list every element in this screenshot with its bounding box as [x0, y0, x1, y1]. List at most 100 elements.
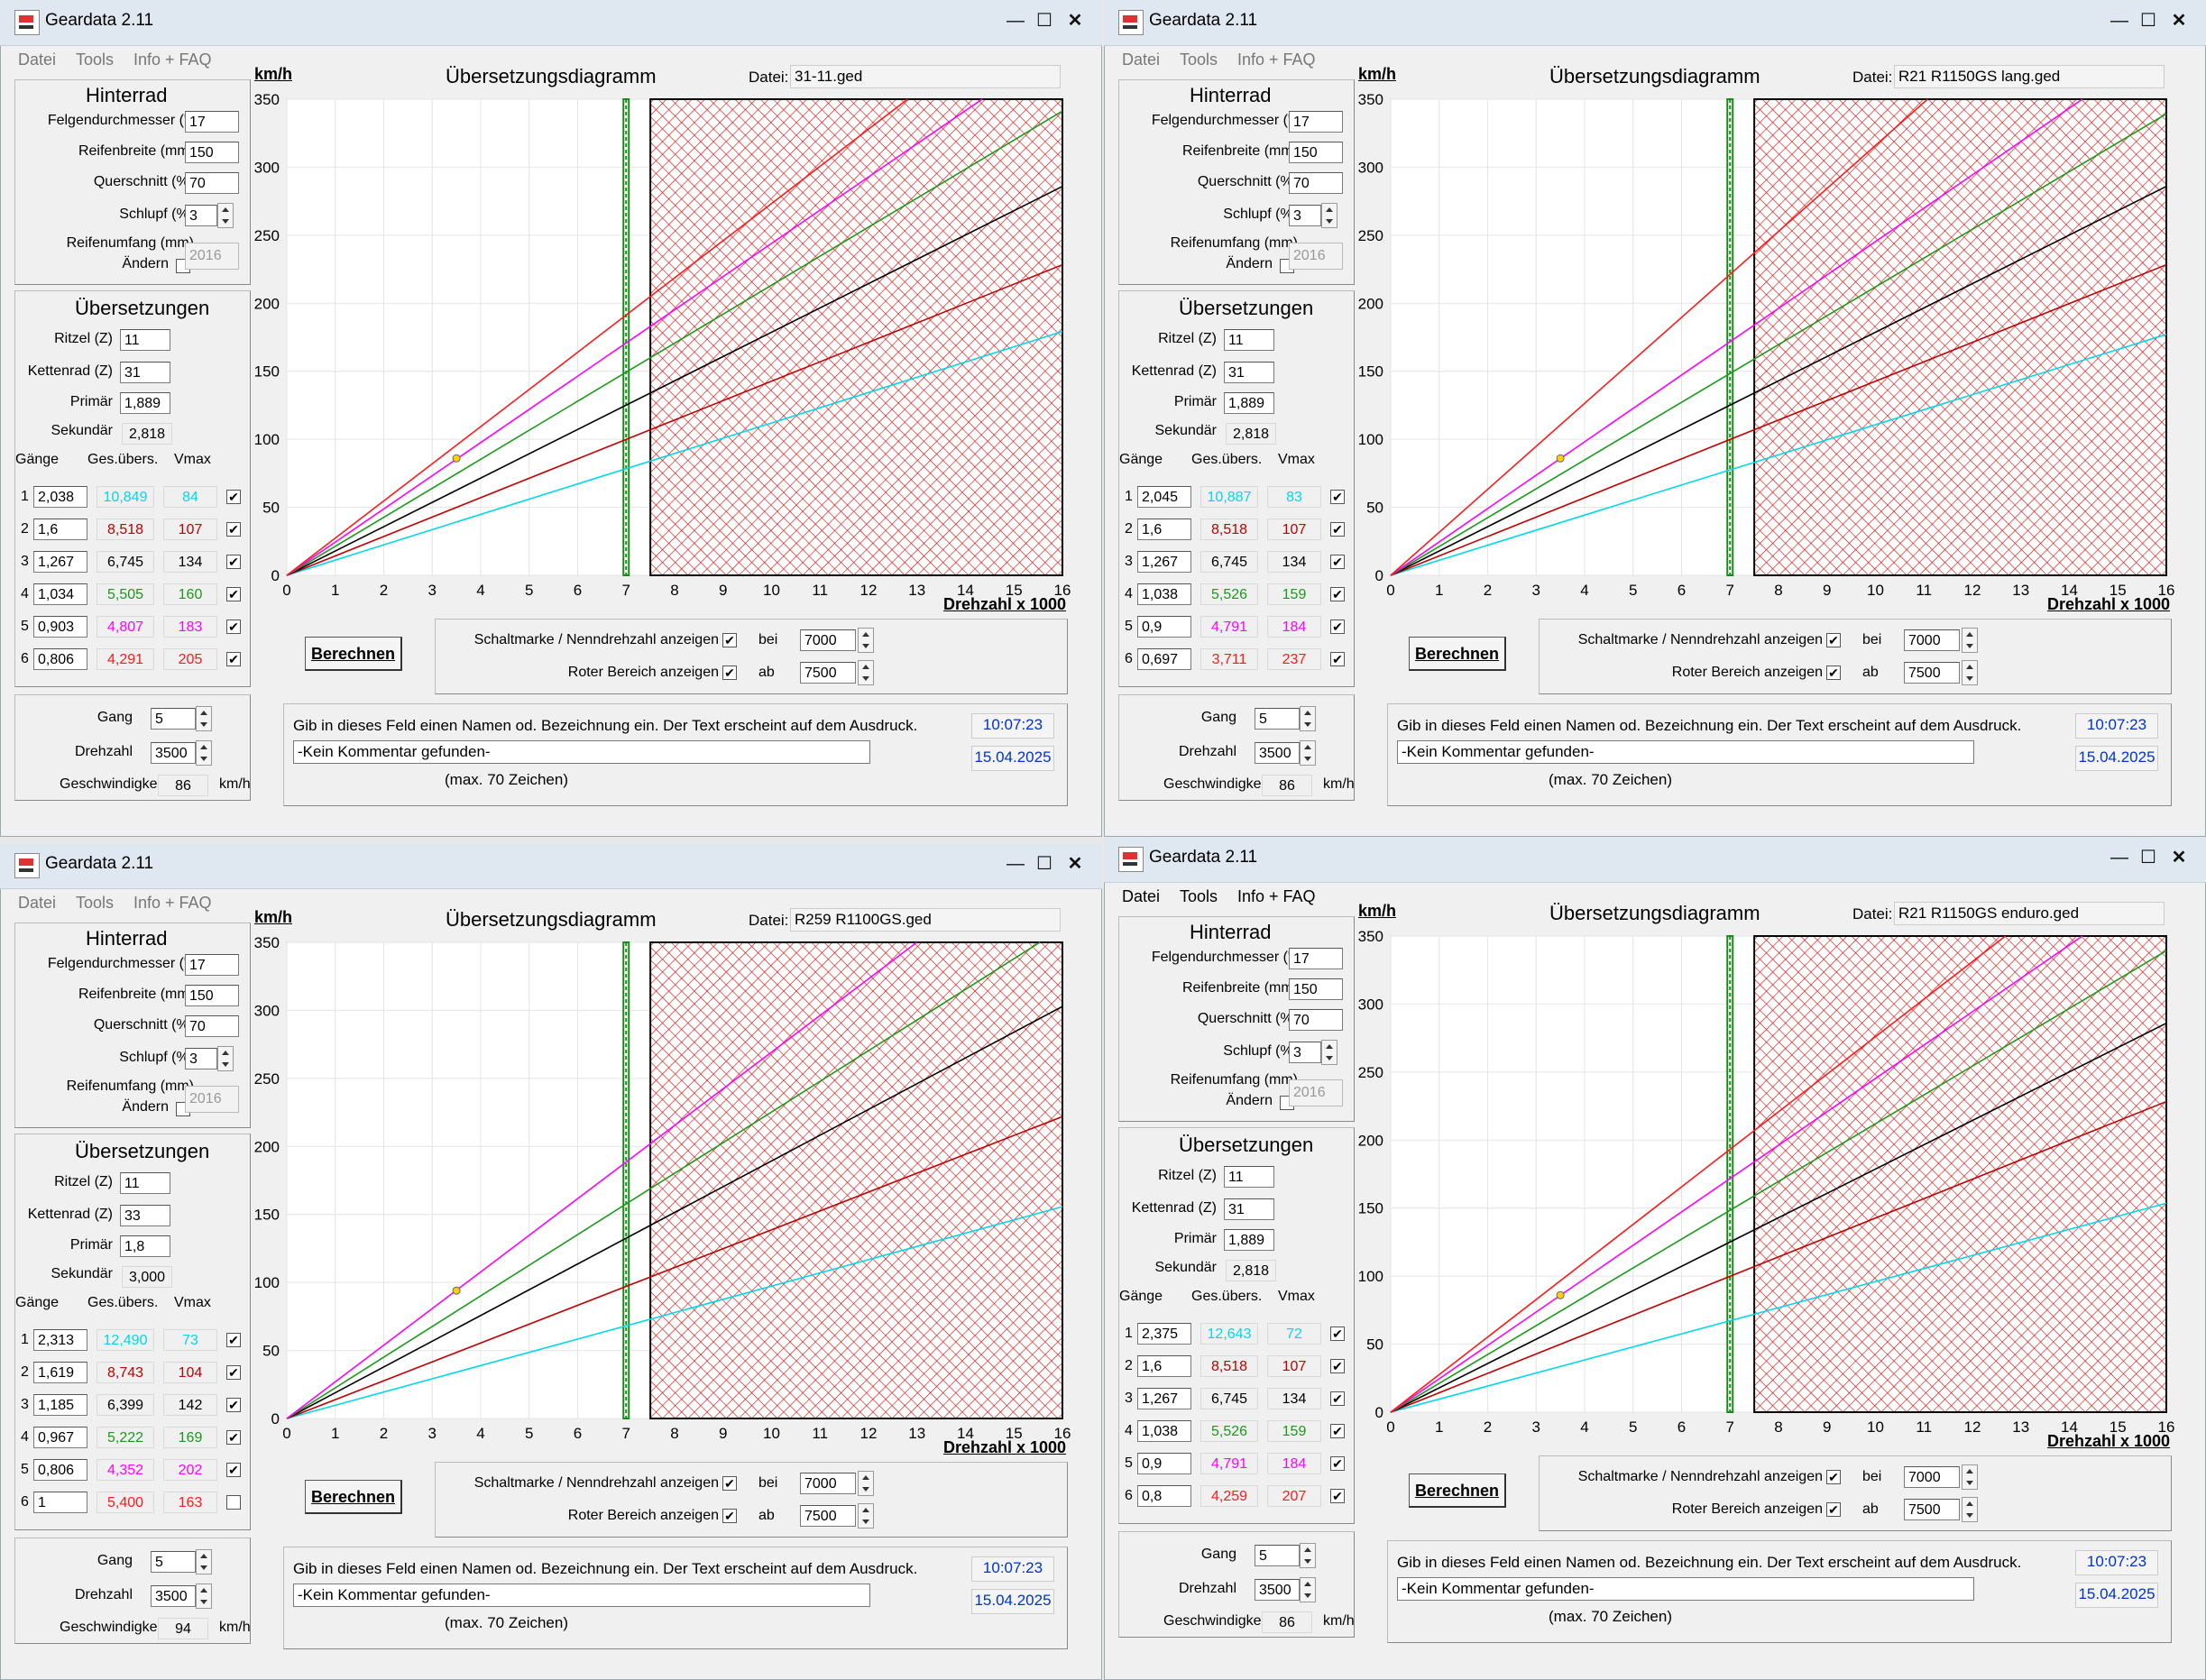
berechnen-button[interactable]: Berechnen: [1409, 1473, 1506, 1508]
umfang-input[interactable]: 2016: [1289, 1079, 1343, 1106]
bei-input[interactable]: 7000: [800, 1473, 856, 1494]
umfang-input[interactable]: 2016: [185, 243, 239, 270]
ab-spinner[interactable]: [858, 1503, 874, 1529]
roter-bereich-checkbox[interactable]: [722, 1509, 737, 1523]
gear-ratio-input[interactable]: 2,038: [33, 486, 87, 508]
minimize-icon[interactable]: —: [1006, 854, 1025, 874]
kettenrad-input[interactable]: 31: [1224, 1198, 1274, 1220]
gear-ratio-input[interactable]: 2,375: [1137, 1323, 1191, 1345]
gear-ratio-input[interactable]: 1,038: [1137, 583, 1191, 605]
title-bar[interactable]: Geardata 2.11 — ☐ ✕: [1104, 837, 2206, 883]
gear-ratio-input[interactable]: 1,267: [33, 551, 87, 573]
gear-ratio-input[interactable]: 0,9: [1137, 1453, 1191, 1474]
querschnitt-input[interactable]: 70: [1289, 172, 1343, 194]
drehzahl-input[interactable]: 3500: [1255, 1579, 1300, 1601]
primaer-input[interactable]: 1,889: [120, 392, 170, 414]
gear-ratio-input[interactable]: 0,967: [33, 1427, 87, 1448]
ab-spinner[interactable]: [1962, 1497, 1978, 1522]
bei-input[interactable]: 7000: [1904, 629, 1960, 651]
gear-visible-checkbox[interactable]: [1330, 620, 1345, 634]
title-bar[interactable]: Geardata 2.11 — ☐ ✕: [0, 843, 1102, 889]
maximize-icon[interactable]: ☐: [1036, 11, 1052, 31]
ab-spinner[interactable]: [1962, 660, 1978, 685]
gear-ratio-input[interactable]: 1,038: [1137, 1420, 1191, 1442]
menu-info-faq[interactable]: Info + FAQ: [133, 50, 212, 69]
bei-input[interactable]: 7000: [1904, 1466, 1960, 1488]
gear-visible-checkbox[interactable]: [226, 490, 241, 504]
gear-visible-checkbox[interactable]: [1330, 1391, 1345, 1406]
kettenrad-input[interactable]: 31: [1224, 362, 1274, 383]
gang-input[interactable]: 5: [1255, 708, 1300, 730]
reifenbreite-input[interactable]: 150: [1289, 142, 1343, 163]
gang-input[interactable]: 5: [151, 708, 196, 730]
gang-spinner[interactable]: [1300, 706, 1316, 731]
schlupf-spinner[interactable]: [217, 203, 234, 228]
ritzel-input[interactable]: 11: [1224, 1166, 1274, 1188]
gear-visible-checkbox[interactable]: [1330, 1424, 1345, 1438]
ritzel-input[interactable]: 11: [1224, 329, 1274, 351]
schlupf-input[interactable]: 3: [185, 1048, 217, 1070]
close-icon[interactable]: ✕: [2171, 11, 2187, 31]
menu-datei[interactable]: Datei: [1122, 887, 1161, 905]
berechnen-button[interactable]: Berechnen: [305, 637, 402, 671]
gear-ratio-input[interactable]: 1,034: [33, 583, 87, 605]
gear-visible-checkbox[interactable]: [1330, 555, 1345, 569]
gear-visible-checkbox[interactable]: [226, 1430, 241, 1445]
bei-spinner[interactable]: [1962, 1464, 1978, 1490]
bei-spinner[interactable]: [1962, 628, 1978, 653]
minimize-icon[interactable]: —: [1006, 11, 1025, 31]
drehzahl-spinner[interactable]: [1300, 740, 1316, 766]
gear-visible-checkbox[interactable]: [226, 587, 241, 601]
umfang-input[interactable]: 2016: [1289, 243, 1343, 270]
drehzahl-input[interactable]: 3500: [151, 1585, 196, 1607]
gear-ratio-input[interactable]: 1,267: [1137, 1388, 1191, 1409]
ab-spinner[interactable]: [858, 660, 874, 685]
gear-ratio-input[interactable]: 0,806: [33, 648, 87, 670]
menu-tools[interactable]: Tools: [76, 50, 115, 69]
felgen-input[interactable]: 17: [1289, 111, 1343, 133]
primaer-input[interactable]: 1,8: [120, 1235, 170, 1257]
minimize-icon[interactable]: —: [2110, 11, 2128, 31]
minimize-icon[interactable]: —: [2110, 848, 2128, 868]
close-icon[interactable]: ✕: [1067, 11, 1083, 31]
close-icon[interactable]: ✕: [2171, 848, 2187, 868]
gear-ratio-input[interactable]: 0,806: [33, 1459, 87, 1481]
gang-input[interactable]: 5: [1255, 1545, 1300, 1566]
gear-ratio-input[interactable]: 1,185: [33, 1394, 87, 1416]
gear-visible-checkbox[interactable]: [1330, 522, 1345, 537]
drehzahl-spinner[interactable]: [196, 740, 212, 766]
gear-visible-checkbox[interactable]: [226, 1398, 241, 1412]
gang-input[interactable]: 5: [151, 1551, 196, 1573]
ritzel-input[interactable]: 11: [120, 329, 170, 351]
kettenrad-input[interactable]: 31: [120, 362, 170, 383]
berechnen-button[interactable]: Berechnen: [1409, 637, 1506, 671]
gang-spinner[interactable]: [1300, 1543, 1316, 1568]
primaer-input[interactable]: 1,889: [1224, 1229, 1274, 1251]
felgen-input[interactable]: 17: [185, 111, 239, 133]
gear-ratio-input[interactable]: 1,267: [1137, 551, 1191, 573]
bei-spinner[interactable]: [858, 628, 874, 653]
kettenrad-input[interactable]: 33: [120, 1205, 170, 1226]
umfang-input[interactable]: 2016: [185, 1086, 239, 1113]
schlupf-spinner[interactable]: [1321, 203, 1337, 228]
gear-ratio-input[interactable]: 2,313: [33, 1329, 87, 1351]
gear-visible-checkbox[interactable]: [1330, 1327, 1345, 1341]
roter-bereich-checkbox[interactable]: [722, 666, 737, 680]
ab-input[interactable]: 7500: [800, 1505, 856, 1527]
menu-datei[interactable]: Datei: [18, 50, 57, 69]
gear-visible-checkbox[interactable]: [1330, 1456, 1345, 1471]
drehzahl-spinner[interactable]: [1300, 1577, 1316, 1602]
ab-input[interactable]: 7500: [1904, 1499, 1960, 1520]
gear-visible-checkbox[interactable]: [1330, 1359, 1345, 1373]
title-bar[interactable]: Geardata 2.11 — ☐ ✕: [1104, 0, 2206, 46]
schaltmarke-checkbox[interactable]: [1826, 633, 1841, 647]
menu-tools[interactable]: Tools: [1180, 50, 1218, 69]
gear-visible-checkbox[interactable]: [226, 1333, 241, 1347]
roter-bereich-checkbox[interactable]: [1826, 1502, 1841, 1517]
felgen-input[interactable]: 17: [1289, 948, 1343, 969]
gang-spinner[interactable]: [196, 706, 212, 731]
menu-info-faq[interactable]: Info + FAQ: [1237, 887, 1316, 905]
gear-visible-checkbox[interactable]: [226, 620, 241, 634]
schaltmarke-checkbox[interactable]: [722, 633, 737, 647]
gear-ratio-input[interactable]: 0,697: [1137, 648, 1191, 670]
